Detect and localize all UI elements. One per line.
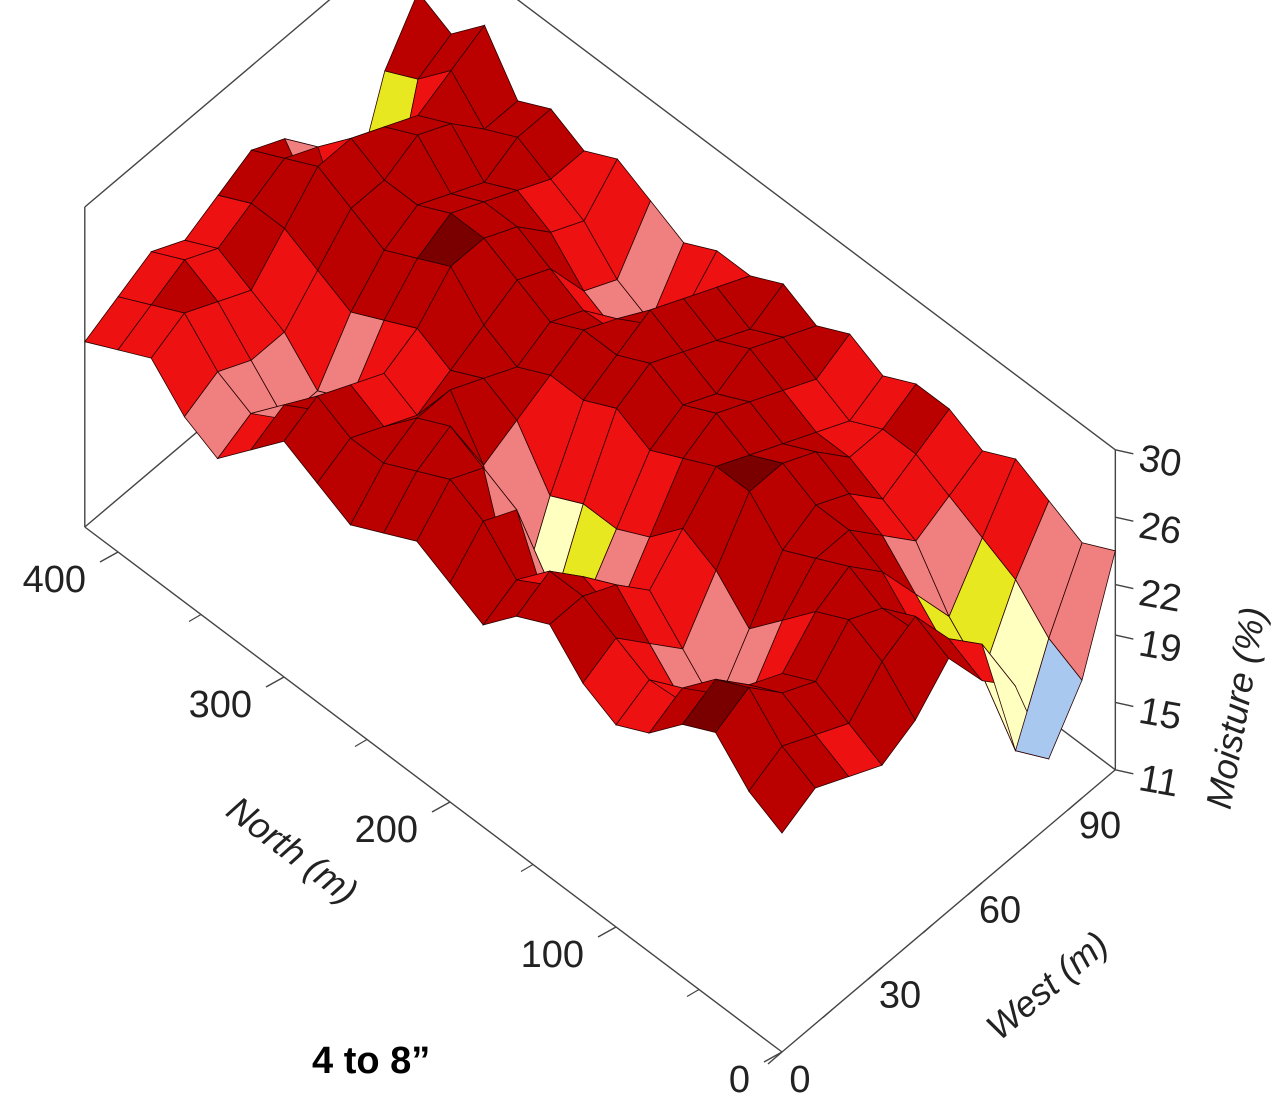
north-minor-tick <box>354 738 368 748</box>
moisture-tick-label: 30 <box>1136 437 1185 486</box>
moisture-tick <box>1115 449 1134 455</box>
north-tick <box>597 926 617 938</box>
axis-ticks <box>99 449 1134 1065</box>
north-axis-title: North (m) <box>219 788 365 912</box>
west-tick-label: 30 <box>879 974 921 1016</box>
moisture-axis-title: Moisture (%) <box>1198 604 1274 812</box>
west-tick <box>867 966 883 980</box>
moisture-tick-label: 19 <box>1136 623 1185 672</box>
west-tick <box>1067 797 1083 811</box>
north-tick-label: 400 <box>23 559 86 601</box>
moisture-tick <box>1115 516 1134 522</box>
box-edge <box>516 0 1116 451</box>
north-minor-tick <box>686 988 700 998</box>
north-minor-tick <box>520 863 534 873</box>
moisture-tick-label: 26 <box>1136 505 1185 554</box>
west-tick <box>967 882 983 896</box>
north-tick-label: 100 <box>521 934 584 976</box>
moisture-tick <box>1115 634 1134 640</box>
west-minor-tick <box>1022 839 1033 849</box>
west-tick-label: 60 <box>979 890 1021 932</box>
moisture-tick-label: 22 <box>1136 572 1185 621</box>
west-tick-label: 90 <box>1079 805 1121 847</box>
depth-caption: 4 to 8” <box>312 1040 431 1082</box>
moisture-tick <box>1115 701 1134 708</box>
moisture-surface <box>84 0 1116 834</box>
north-tick-label: 0 <box>729 1059 750 1101</box>
north-tick <box>265 676 285 688</box>
north-tick-label: 200 <box>355 809 418 851</box>
box-edge <box>84 0 331 208</box>
north-tick-label: 300 <box>189 684 252 726</box>
west-minor-tick <box>822 1009 833 1019</box>
moisture-tick-label: 15 <box>1136 690 1185 739</box>
moisture-tick-label: 11 <box>1136 757 1182 805</box>
north-tick <box>99 551 119 563</box>
west-tick-label: 0 <box>789 1059 810 1101</box>
west-minor-tick <box>922 924 933 934</box>
box-edge <box>781 769 1116 1053</box>
moisture-tick <box>1115 583 1134 590</box>
moisture-tick <box>1115 769 1134 775</box>
north-minor-tick <box>188 613 202 623</box>
west-axis-title: West (m) <box>978 923 1116 1048</box>
west-tick <box>767 1051 783 1065</box>
north-tick <box>431 801 451 813</box>
surface-cell <box>1048 542 1116 681</box>
